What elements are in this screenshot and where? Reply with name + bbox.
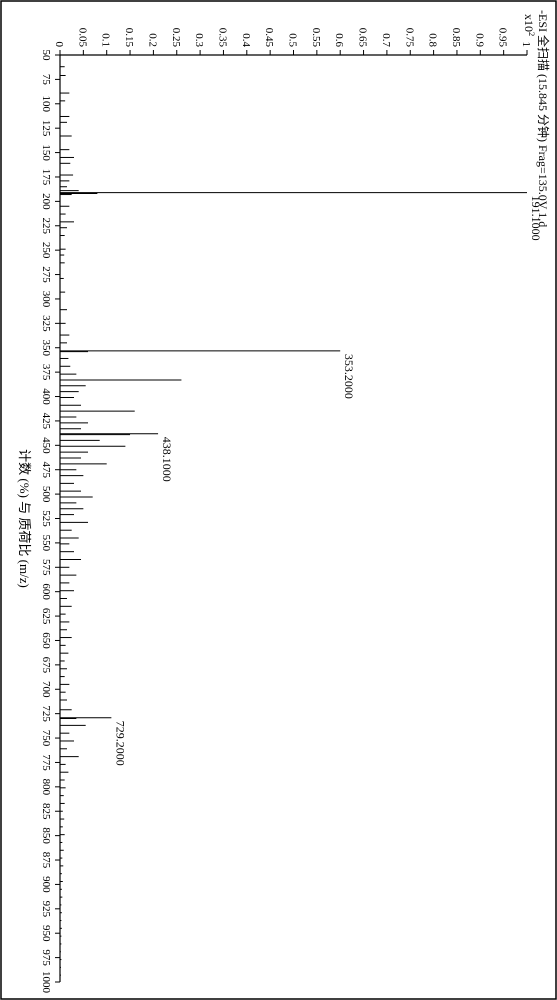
- x-tick-label: 400: [40, 388, 52, 405]
- y-tick-label: 0.45: [263, 28, 275, 48]
- x-tick-label: 425: [40, 413, 52, 430]
- x-tick-label: 450: [40, 437, 52, 454]
- x-tick-label: 800: [40, 779, 52, 796]
- y-tick-label: 0: [53, 42, 65, 48]
- y-tick-label: 0.75: [403, 28, 415, 48]
- x-tick-label: 300: [40, 291, 52, 308]
- chart-header: -ESI 全扫描 (15.845 分钟) Frag=135.0V 1.d: [536, 10, 551, 227]
- y-tick-label: 0.2: [146, 33, 158, 47]
- y-tick-label: 0.6: [333, 33, 345, 47]
- x-tick-label: 775: [40, 754, 52, 771]
- peak-label: 729.2000: [113, 721, 127, 766]
- x-tick-label: 675: [40, 657, 52, 674]
- x-tick-label: 850: [40, 827, 52, 844]
- x-tick-label: 975: [40, 949, 52, 966]
- x-tick-label: 600: [40, 583, 52, 600]
- x-tick-label: 525: [40, 510, 52, 527]
- x-tick-label: 1000: [40, 971, 52, 994]
- x-tick-label: 50: [40, 50, 52, 62]
- mass-spectrum-chart: -ESI 全扫描 (15.845 分钟) Frag=135.0V 1.dx102…: [0, 0, 557, 1000]
- y-tick-label: 1: [520, 42, 532, 48]
- y-tick-label: 0.7: [380, 33, 392, 47]
- y-tick-label: 0.55: [310, 28, 322, 48]
- y-tick-label: 0.85: [450, 28, 462, 48]
- x-tick-label: 900: [40, 876, 52, 893]
- y-tick-label: 0.1: [100, 33, 112, 47]
- x-tick-label: 475: [40, 461, 52, 478]
- x-tick-label: 125: [40, 120, 52, 137]
- peak-label: 353.2000: [342, 354, 356, 399]
- peak-label: 191.1000: [529, 196, 543, 241]
- x-tick-label: 575: [40, 559, 52, 576]
- x-tick-label: 100: [40, 96, 52, 113]
- x-tick-label: 925: [40, 901, 52, 918]
- y-tick-label: 0.8: [427, 33, 439, 47]
- x-tick-label: 175: [40, 169, 52, 186]
- y-tick-label: 0.65: [357, 28, 369, 48]
- y-tick-label: 0.15: [123, 28, 135, 48]
- y-tick-label: 0.9: [473, 33, 485, 47]
- y-tick-label: 0.35: [216, 28, 228, 48]
- x-tick-label: 350: [40, 339, 52, 356]
- peak-label: 438.1000: [160, 437, 174, 482]
- x-tick-label: 700: [40, 681, 52, 698]
- x-tick-label: 250: [40, 242, 52, 259]
- x-tick-label: 825: [40, 803, 52, 820]
- x-tick-label: 75: [40, 74, 52, 86]
- x-axis-title: 计数 (%) 与 质荷比 (m/z): [17, 449, 32, 588]
- x-tick-label: 325: [40, 315, 52, 332]
- x-tick-label: 625: [40, 608, 52, 625]
- y-tick-label: 0.05: [76, 28, 88, 48]
- y-tick-label: 0.95: [497, 28, 509, 48]
- y-tick-label: 0.4: [240, 33, 252, 47]
- y-tick-label: 0.25: [170, 28, 182, 48]
- x-tick-label: 375: [40, 364, 52, 381]
- x-tick-label: 875: [40, 852, 52, 869]
- x-tick-label: 150: [40, 144, 52, 161]
- y-tick-label: 0.3: [193, 33, 205, 47]
- x-tick-label: 550: [40, 535, 52, 552]
- x-tick-label: 750: [40, 730, 52, 747]
- outer-frame: [1, 1, 556, 999]
- x-tick-label: 650: [40, 632, 52, 649]
- x-tick-label: 500: [40, 486, 52, 503]
- x-tick-label: 225: [40, 218, 52, 235]
- x-tick-label: 275: [40, 266, 52, 283]
- y-tick-label: 0.5: [287, 33, 299, 47]
- x-tick-label: 950: [40, 925, 52, 942]
- x-tick-label: 200: [40, 193, 52, 210]
- x-tick-label: 725: [40, 705, 52, 722]
